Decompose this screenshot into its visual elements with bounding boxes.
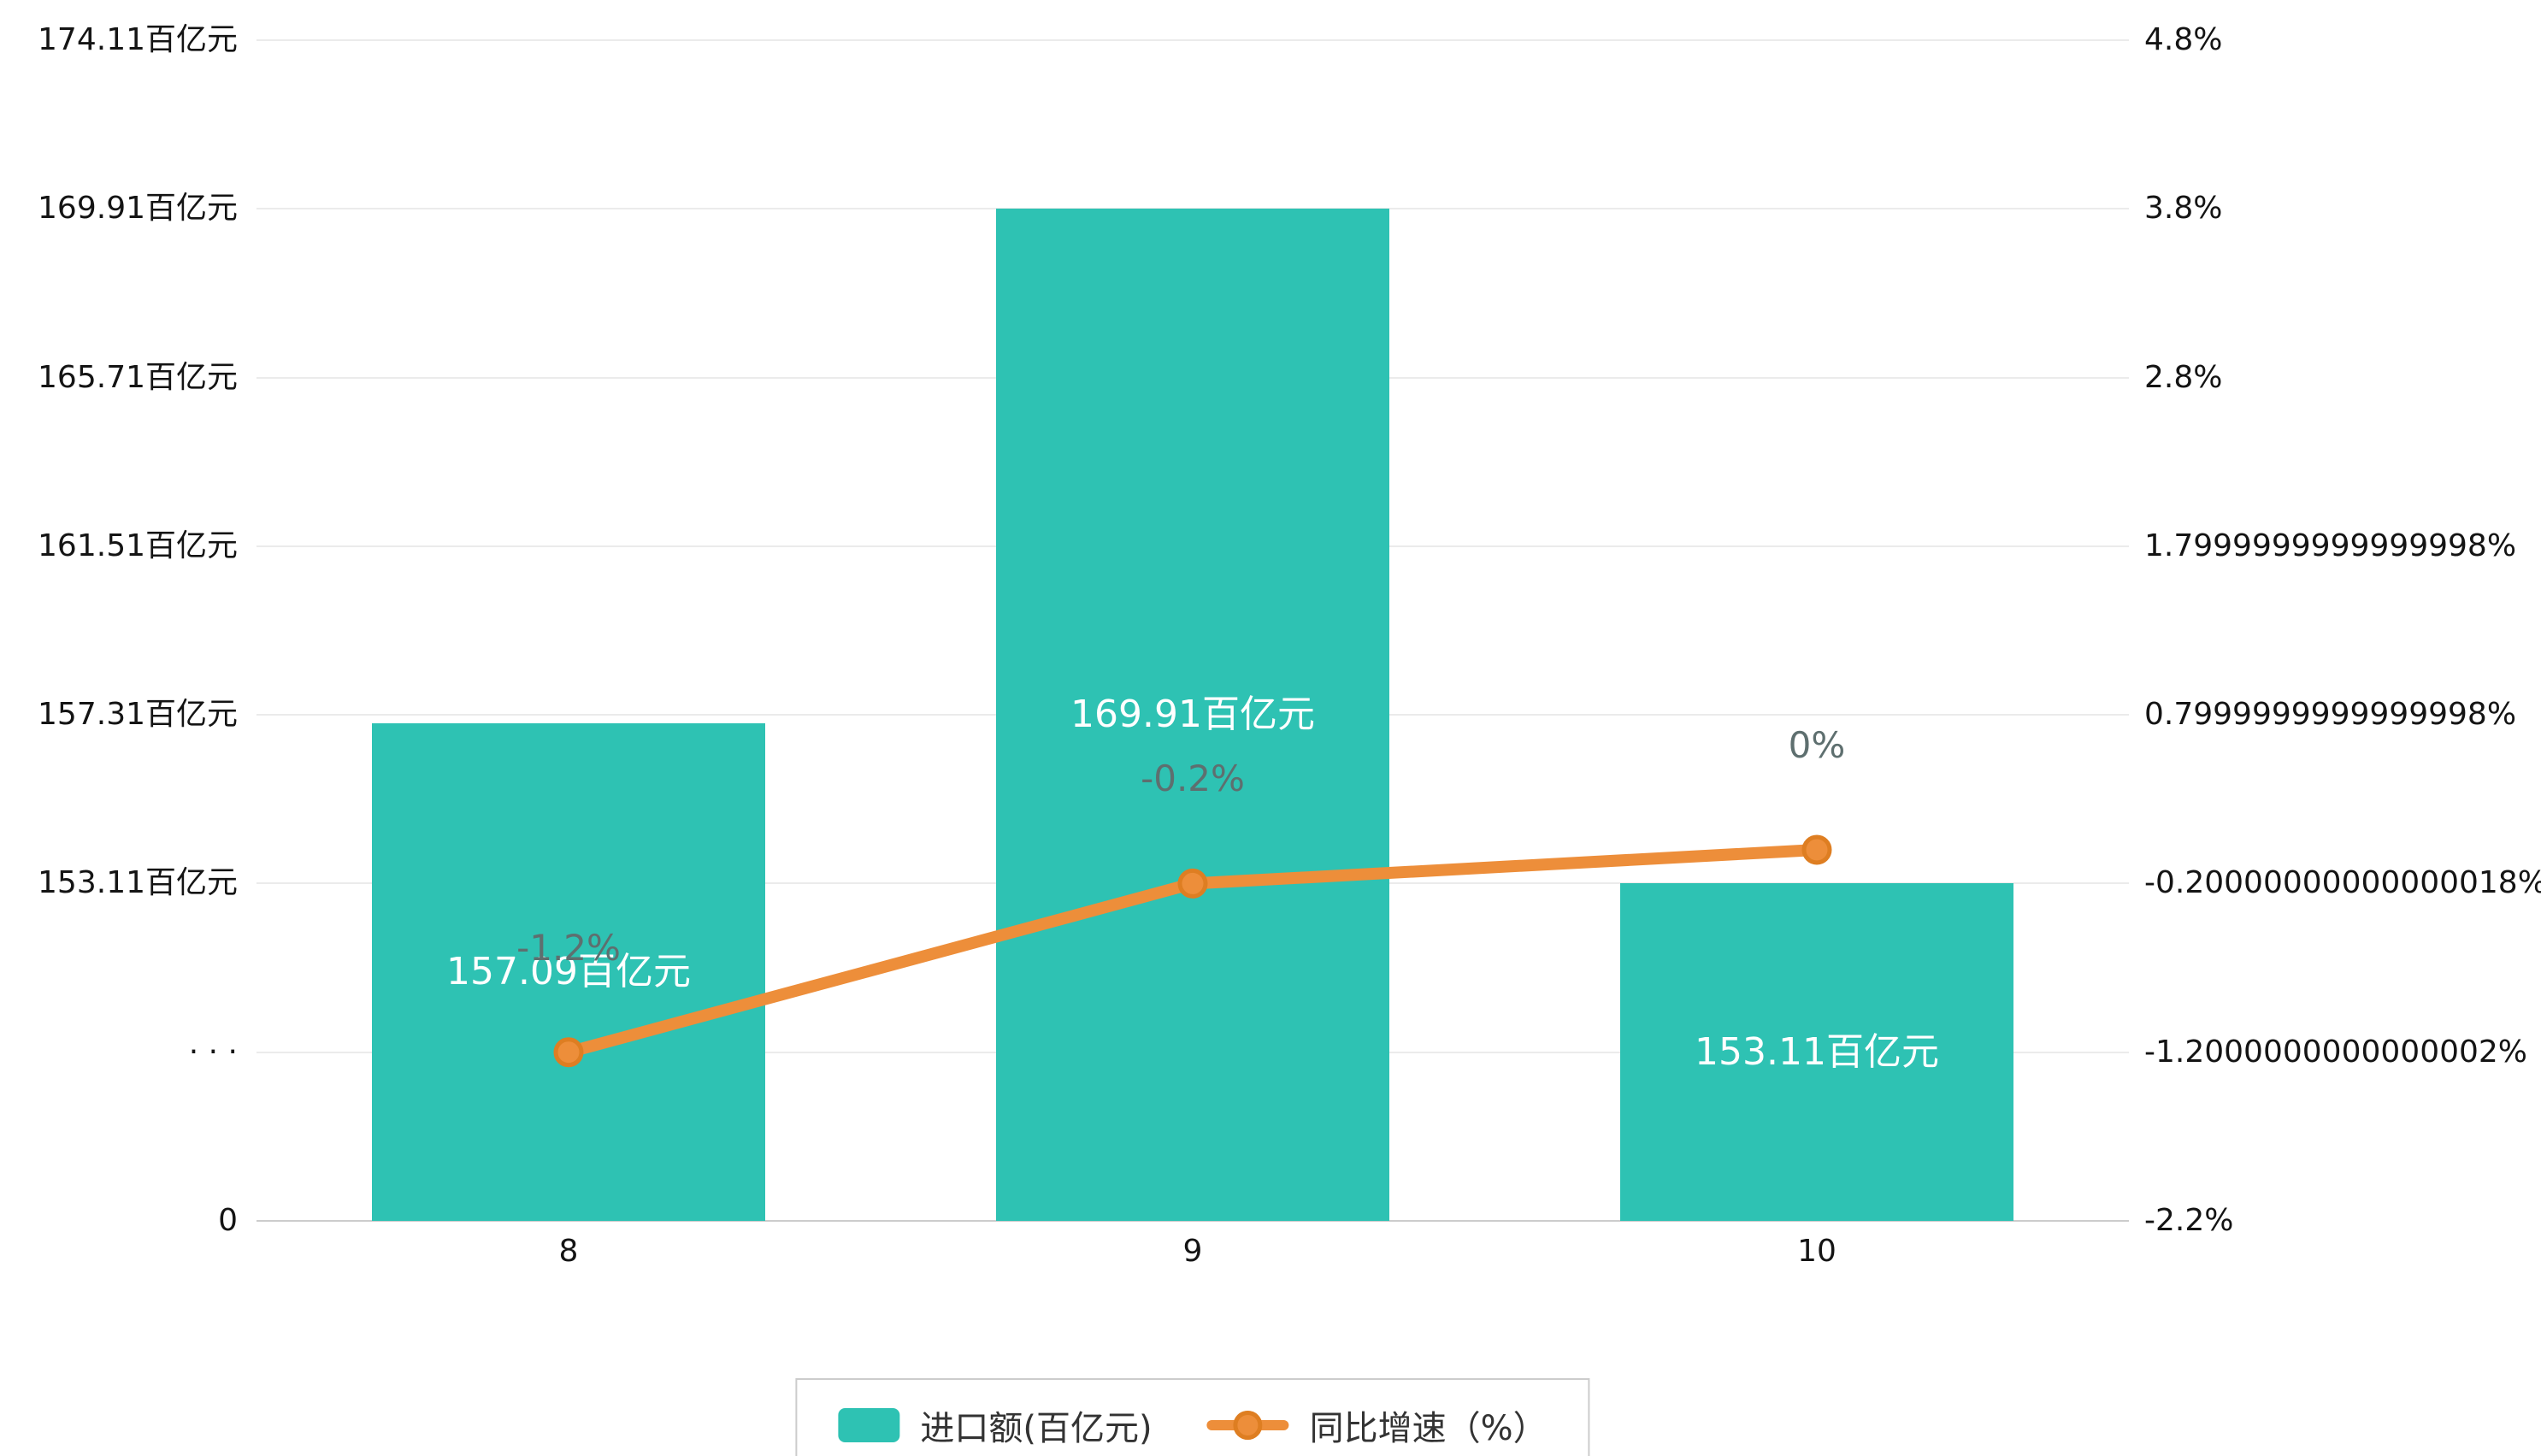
- y-axis-tick-right: -0.20000000000000018%: [2144, 865, 2541, 901]
- y-axis-tick-left: 161.51百亿元: [38, 528, 238, 563]
- y-axis-tick-left: 165.71百亿元: [38, 359, 238, 395]
- y-axis-tick-left: 157.31百亿元: [38, 697, 238, 733]
- y-axis-tick-right: -2.2%: [2144, 1203, 2234, 1238]
- bar-series-swatch-icon: [838, 1408, 900, 1442]
- y-axis-tick-right: -1.2000000000000002%: [2144, 1034, 2528, 1070]
- y-axis-tick-left: 0: [218, 1203, 238, 1238]
- legend-label-imports: 进口额(百亿元): [920, 1409, 1153, 1448]
- y-axis-tick-right: 0.7999999999999998%: [2144, 697, 2517, 733]
- x-axis-tick: 8: [558, 1234, 579, 1269]
- legend-label-growth: 同比增速（%）: [1309, 1409, 1548, 1448]
- y-axis-tick-right: 1.7999999999999998%: [2144, 528, 2517, 563]
- y-axis-tick-right: 3.8%: [2144, 191, 2223, 227]
- y-axis-tick-left: 174.11百亿元: [38, 22, 238, 57]
- y-axis-tick-left: 153.11百亿元: [38, 865, 238, 901]
- grid-line: [256, 39, 2129, 41]
- y-axis-tick-right: 2.8%: [2144, 359, 2223, 395]
- line-swatch-dot: [1233, 1411, 1263, 1440]
- legend: 进口额(百亿元) 同比增速（%）: [795, 1378, 1590, 1456]
- x-axis-tick: 9: [1182, 1234, 1203, 1269]
- y-axis-tick-left: 169.91百亿元: [38, 191, 238, 227]
- x-axis-tick: 10: [1797, 1234, 1836, 1269]
- growth-value-label: -1.2%: [516, 926, 621, 969]
- y-axis-tick-left: · · ·: [188, 1034, 238, 1070]
- y-axis-tick-right: 4.8%: [2144, 22, 2223, 57]
- growth-value-label: 0%: [1788, 723, 1846, 766]
- x-axis-line: [256, 1220, 2129, 1222]
- legend-item-imports[interactable]: 进口额(百亿元): [838, 1400, 1153, 1450]
- growth-value-label: -0.2%: [1141, 757, 1245, 800]
- bar-value-label: 153.11百亿元: [1695, 1029, 1939, 1074]
- legend-item-growth[interactable]: 同比增速（%）: [1206, 1400, 1548, 1450]
- growth-line-point: [1801, 834, 1832, 865]
- line-series-swatch-icon: [1206, 1407, 1289, 1443]
- bar-value-label: 169.91百亿元: [1070, 693, 1315, 737]
- bar-value-label: 157.09百亿元: [446, 950, 691, 994]
